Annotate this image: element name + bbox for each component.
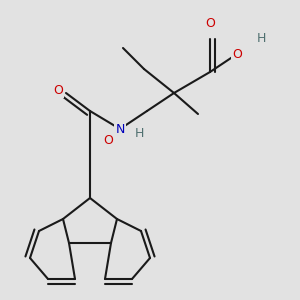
Text: O: O (54, 83, 63, 97)
Text: O: O (103, 134, 113, 148)
Text: O: O (232, 47, 242, 61)
Text: H: H (256, 32, 266, 46)
Text: H: H (135, 127, 144, 140)
Text: O: O (205, 17, 215, 30)
Text: N: N (115, 122, 125, 136)
